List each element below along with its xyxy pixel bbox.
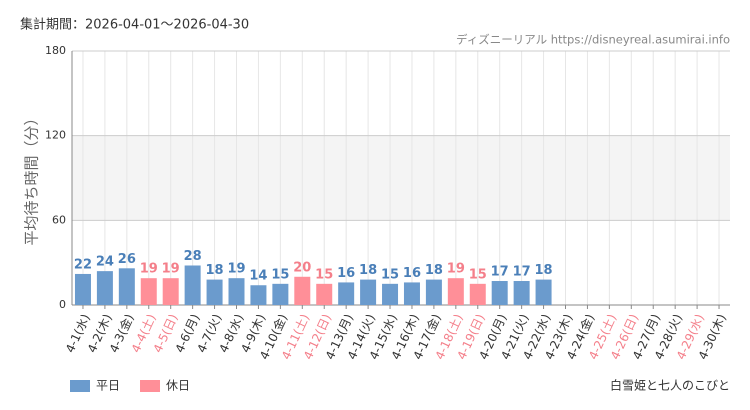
value-label: 15: [381, 267, 399, 282]
period: 集計期間：2026-04-01～2026-04-30: [20, 17, 249, 33]
legend-swatch: [70, 380, 90, 392]
value-label: 18: [206, 263, 224, 278]
value-label: 16: [337, 266, 355, 281]
value-label: 19: [227, 262, 245, 277]
bar: [184, 265, 201, 305]
y-tick-label: 180: [45, 44, 66, 57]
value-label: 14: [249, 269, 267, 284]
bar: [118, 268, 135, 305]
bar: [491, 281, 508, 305]
value-label: 19: [447, 262, 465, 277]
y-tick-label: 0: [59, 298, 66, 311]
bar: [96, 271, 113, 305]
bar: [250, 285, 267, 305]
bar: [294, 276, 311, 305]
value-label: 17: [513, 265, 531, 280]
bar: [382, 283, 399, 305]
value-label: 19: [162, 262, 180, 277]
value-label: 19: [140, 262, 158, 277]
value-label: 22: [74, 257, 92, 272]
value-label: 15: [469, 267, 487, 282]
bar: [425, 279, 442, 305]
value-label: 18: [535, 263, 553, 278]
grid-band: [72, 135, 730, 221]
legend-label: 休日: [166, 379, 190, 393]
bar: [513, 281, 530, 305]
value-label: 24: [96, 255, 114, 270]
bar: [535, 279, 552, 305]
y-axis-label: 平均待ち時間（分）: [23, 110, 41, 245]
bar: [403, 282, 420, 305]
bar: [162, 278, 179, 305]
bar: [316, 283, 333, 305]
y-tick-label: 120: [45, 129, 66, 142]
source: ディズニーリアル https://disneyreal.asumirai.inf…: [456, 33, 730, 47]
value-label: 28: [184, 249, 202, 264]
value-label: 18: [359, 263, 377, 278]
bar: [140, 278, 157, 305]
value-label: 16: [403, 266, 421, 281]
value-label: 26: [118, 252, 136, 267]
bar: [360, 279, 377, 305]
value-label: 17: [491, 265, 509, 280]
y-tick-label: 60: [52, 213, 66, 226]
bar: [74, 273, 91, 305]
bar: [228, 278, 245, 305]
bar: [272, 283, 289, 305]
legend-label: 平日: [96, 379, 120, 393]
value-label: 15: [315, 267, 333, 282]
value-label: 15: [271, 267, 289, 282]
bar: [447, 278, 464, 305]
attraction-name: 白雪姫と七人のこびと: [610, 378, 730, 393]
bar: [469, 283, 486, 305]
bar: [338, 282, 355, 305]
legend-swatch: [140, 380, 161, 392]
value-label: 18: [425, 263, 443, 278]
value-label: 20: [293, 260, 311, 275]
bar: [206, 279, 223, 305]
